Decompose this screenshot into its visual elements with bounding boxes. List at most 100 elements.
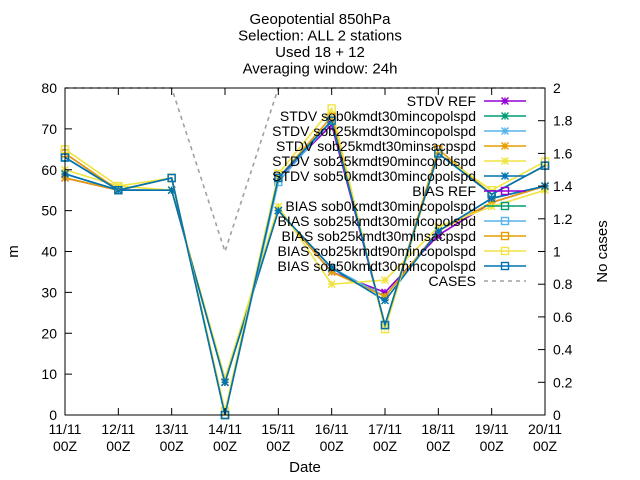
legend-marker: [500, 201, 510, 211]
y2-tick-label: 2: [553, 80, 561, 96]
legend-entry: BIAS sob25kmdt90mincopolspd: [278, 243, 526, 259]
axes: 0 10 20 30 40 50 60 70 80 0 0.2 0.4 0.6 0.8 1 1.2 1.4 1.6…: [5, 80, 611, 476]
y-tick-label: 0: [49, 407, 57, 423]
x-tick-label: 17/11: [368, 421, 402, 437]
data-point: [380, 320, 390, 330]
legend-entry: STDV sob25kmdt30minsacpspd: [276, 138, 526, 154]
legend-label: BIAS sob25kmdt90mincopolspd: [278, 243, 476, 259]
y2-tick-label: 0.2: [553, 374, 573, 390]
chart-title-line: Averaging window: 24h: [243, 61, 398, 78]
data-point: [381, 276, 389, 285]
legend-entry: STDV sob25kmdt90mincopolspd: [272, 153, 526, 169]
legend-label: BIAS sob25kmdt30minsacpspd: [281, 228, 476, 244]
legend-marker: [501, 157, 509, 165]
series-line: [64, 106, 546, 412]
x-tick-sublabel: 00Z: [106, 438, 131, 454]
legend-entry: STDV sob0kmdt30mincopolspd: [280, 108, 526, 124]
y2-tick-label: 1: [553, 244, 561, 260]
legend-marker: [501, 127, 509, 135]
x-tick-sublabel: 00Z: [480, 438, 505, 454]
data-point: [327, 280, 336, 289]
legend-marker: [500, 261, 510, 271]
data-point: [381, 296, 389, 305]
legend-entry: BIAS sob25kmdt30mincopolspd: [278, 213, 526, 229]
series-line: [64, 119, 546, 416]
legend-marker: [501, 112, 509, 120]
x-tick-sublabel: 00Z: [213, 438, 238, 454]
legend-label: STDV sob0kmdt30mincopolspd: [280, 108, 476, 124]
y-tick-label: 50: [41, 203, 57, 219]
legend-label: STDV REF: [407, 93, 476, 109]
data-point: [167, 186, 176, 195]
y2-tick-label: 1.4: [553, 178, 573, 194]
data-point: [274, 206, 283, 215]
data-point: [274, 202, 283, 211]
y2-axis-label: No cases: [594, 220, 611, 283]
legend-marker: [500, 231, 510, 241]
legend-label: STDV sob25kmdt90mincopolspd: [272, 153, 476, 169]
data-point: [487, 198, 496, 207]
legend-entry: STDV REF: [407, 93, 526, 109]
legend-marker: [501, 142, 509, 150]
legend-marker: [500, 186, 510, 196]
data-point: [114, 185, 123, 195]
legend-marker: [501, 172, 509, 180]
data-point: [327, 263, 336, 272]
x-tick-label: 18/11: [421, 421, 455, 437]
data-point: [434, 149, 443, 158]
data-point: [167, 173, 176, 183]
data-point: [221, 378, 229, 387]
data-point: [434, 231, 443, 240]
x-tick-sublabel: 00Z: [160, 438, 185, 454]
data-point: [327, 116, 336, 125]
legend-entry: STDV sob50kmdt30mincopolspd: [272, 168, 526, 184]
y2-tick-label: 0: [553, 407, 561, 423]
y-tick-label: 40: [41, 244, 57, 260]
x-tick-sublabel: 00Z: [320, 438, 345, 454]
legend-entry: BIAS REF: [412, 183, 526, 199]
data-point: [274, 173, 283, 183]
x-tick-label: 16/11: [315, 421, 349, 437]
x-tick-label: 12/11: [101, 421, 135, 437]
x-tick-label: 13/11: [155, 421, 189, 437]
legend-label: BIAS sob50kmdt30mincopolspd: [278, 258, 476, 274]
y-tick-label: 20: [41, 325, 57, 341]
series-line: [64, 173, 546, 386]
x-tick-sublabel: 00Z: [53, 438, 78, 454]
y2-tick-label: 0.6: [553, 309, 573, 325]
legend-label: BIAS sob25kmdt30mincopolspd: [278, 213, 476, 229]
legend-marker: [500, 216, 510, 226]
chart-title-line: Used 18 + 12: [275, 44, 365, 61]
y-tick-label: 70: [41, 121, 57, 137]
y2-tick-label: 0.4: [553, 342, 573, 358]
y-tick-label: 80: [41, 80, 57, 96]
series-line: [64, 168, 546, 382]
x-tick-label: 15/11: [261, 421, 295, 437]
x-tick-sublabel: 00Z: [266, 438, 291, 454]
chart-title-line: Selection: ALL 2 stations: [238, 28, 402, 45]
y2-tick-label: 0.8: [553, 276, 573, 292]
legend-marker: [500, 246, 510, 256]
x-tick-label: 11/11: [49, 421, 82, 437]
x-tick-label: 19/11: [475, 421, 509, 437]
y-tick-label: 60: [41, 162, 57, 178]
legend-entry: STDV sob25kmdt30mincopolspd: [272, 123, 526, 139]
legend-entry: CASES: [429, 273, 526, 289]
legend-entry: BIAS sob50kmdt30mincopolspd: [278, 258, 526, 274]
data-point: [221, 374, 229, 383]
y2-tick-label: 1.6: [553, 145, 573, 161]
data-point: [434, 227, 443, 236]
data-point: [381, 288, 389, 297]
legend-label: BIAS sob0kmdt30mincopolspd: [285, 198, 476, 214]
x-tick-label: 14/11: [208, 421, 242, 437]
legend-label: STDV sob25kmdt30mincopolspd: [272, 123, 476, 139]
legend-entry: BIAS sob25kmdt30minsacpspd: [281, 228, 526, 244]
data-point: [327, 104, 336, 113]
x-tick-sublabel: 00Z: [373, 438, 398, 454]
y-tick-label: 10: [41, 366, 57, 382]
x-axis-label: Date: [289, 459, 321, 476]
legend-label: BIAS REF: [412, 183, 476, 199]
